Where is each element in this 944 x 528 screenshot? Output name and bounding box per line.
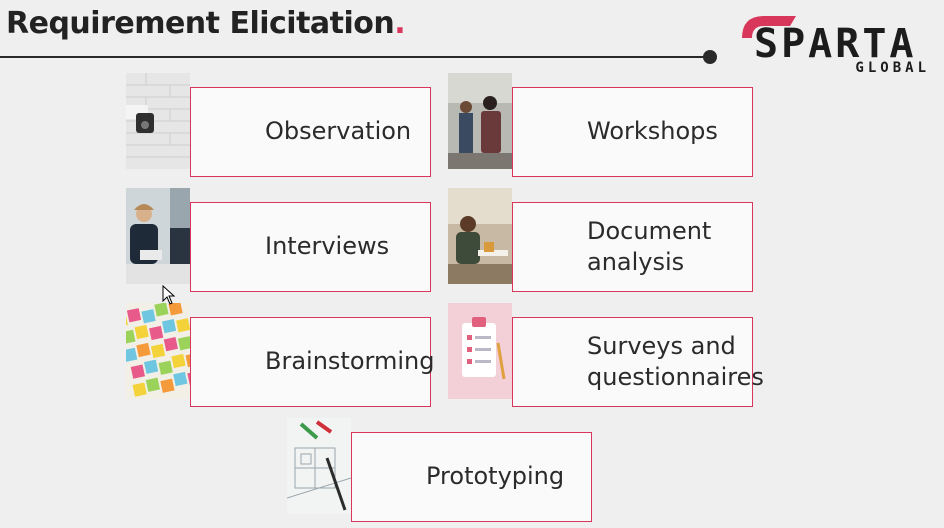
card-label: Interviews: [265, 232, 390, 261]
card-brainstorming: Brainstorming: [190, 317, 435, 407]
title-underline-endpoint: [703, 50, 717, 64]
card-observation: Observation: [190, 87, 431, 177]
slide-title-text: Requirement Elicitation: [6, 6, 395, 41]
interview-photo-icon: [126, 188, 190, 284]
card-label: Surveys and questionnaires: [587, 331, 764, 391]
logo-subword: GLOBAL: [855, 60, 930, 76]
document-analysis-photo-icon: [448, 188, 512, 284]
card-interviews: Interviews: [190, 202, 431, 292]
mouse-pointer-icon: [162, 285, 176, 305]
workshop-photo-icon: [448, 73, 512, 169]
title-dot: .: [394, 6, 406, 41]
card-workshops: Workshops: [512, 87, 753, 177]
logo-swoosh-icon: [742, 16, 796, 38]
slide-title: Requirement Elicitation.: [6, 6, 406, 41]
clipboard-checklist-icon: [448, 303, 512, 399]
card-surveys-and-questionnaires: Surveys and questionnaires: [512, 317, 764, 407]
card-prototyping: Prototyping: [351, 432, 592, 522]
title-underline: [0, 56, 710, 58]
sticky-notes-icon: [126, 303, 190, 399]
card-document-analysis: Document analysis: [512, 202, 753, 292]
sparta-global-logo: SPARTA GLOBAL: [738, 8, 934, 78]
logo-word: SPARTA: [754, 21, 917, 67]
blueprint-icon: [287, 418, 351, 514]
card-label: Observation: [265, 117, 412, 146]
card-label: Prototyping: [426, 462, 565, 491]
card-label: Brainstorming: [265, 347, 435, 376]
security-camera-icon: [126, 73, 190, 169]
card-label: Workshops: [587, 117, 718, 146]
card-label: Document analysis: [587, 216, 712, 276]
